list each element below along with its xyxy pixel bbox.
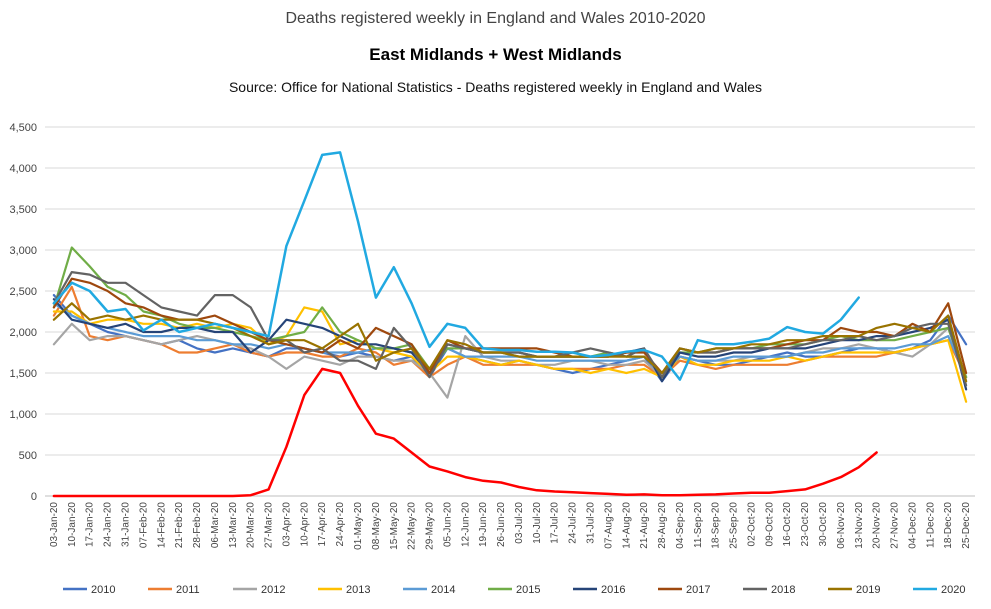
x-tick-label: 24-Jan-20 [103,502,114,547]
x-tick-label: 17-Apr-20 [317,502,328,547]
x-tick-label: 22-May-20 [407,502,418,550]
x-axis-ticks: 03-Jan-20 10-Jan-20 17-Jan-20 24-Jan-20 31-J… [49,502,972,550]
y-tick-label: 2,000 [9,327,37,339]
legend-label: 2014 [431,584,455,596]
x-tick-label: 19-Jun-20 [478,502,489,547]
legend-label: 2011 [176,584,200,596]
series-line-2020 [52,151,860,381]
x-tick-label: 31-Jul-20 [585,502,596,544]
x-tick-label: 12-Jun-20 [460,502,471,547]
x-tick-label: 17-Jul-20 [550,502,561,544]
legend-label: 2020 [941,584,965,596]
x-tick-label: 30-Oct-20 [818,502,829,547]
y-tick-label: 0 [31,491,37,503]
y-axis-ticks: 0 500 1,000 1,500 2,000 2,500 3,000 3,500 4,000 4… [9,122,37,503]
series-line-2016 [52,298,968,391]
x-tick-label: 31-Jan-20 [120,502,131,547]
x-tick-label: 14-Feb-20 [156,502,167,549]
series-line-2014 [52,302,968,379]
chart-title: Deaths registered weekly in England and … [285,10,706,27]
x-tick-label: 20-Mar-20 [246,502,257,549]
legend-label: 2018 [771,584,795,596]
x-tick-label: 07-Aug-20 [603,502,614,549]
x-tick-label: 10-Jan-20 [67,502,78,547]
y-tick-label: 2,500 [9,286,37,298]
x-tick-label: 27-Mar-20 [264,502,275,549]
x-tick-label: 28-Aug-20 [657,502,668,549]
x-tick-label: 27-Nov-20 [890,502,901,549]
x-tick-label: 21-Feb-20 [174,502,185,549]
x-tick-label: 01-May-20 [353,502,364,550]
x-tick-label: 24-Jul-20 [568,502,579,544]
x-tick-label: 13-Mar-20 [228,502,239,549]
x-tick-label: 29-May-20 [425,502,436,550]
x-tick-label: 10-Jul-20 [532,502,543,544]
x-tick-label: 07-Feb-20 [138,502,149,549]
legend-label: 2017 [686,584,710,596]
x-tick-label: 04-Dec-20 [907,502,918,549]
x-tick-label: 18-Sep-20 [711,502,722,549]
x-tick-label: 03-Jul-20 [514,502,525,544]
legend-label: 2015 [516,584,540,596]
legend-label: 2013 [346,584,370,596]
x-tick-label: 13-Nov-20 [854,502,865,549]
x-tick-label: 11-Dec-20 [925,502,936,548]
x-tick-label: 03-Jan-20 [49,502,60,547]
grid-lines [45,126,975,497]
y-tick-label: 3,500 [9,204,37,216]
x-tick-label: 10-Apr-20 [299,502,310,547]
legend-label: 2012 [261,584,285,596]
x-tick-label: 25-Sep-20 [729,502,740,549]
x-tick-label: 06-Nov-20 [836,502,847,549]
x-tick-label: 23-Oct-20 [800,502,811,547]
y-tick-label: 4,500 [9,122,37,134]
x-tick-label: 08-May-20 [371,502,382,550]
x-tick-label: 06-Mar-20 [210,502,221,549]
y-tick-label: 1,500 [9,368,37,380]
x-tick-label: 03-Apr-20 [281,502,292,547]
x-tick-label: 11-Sep-20 [693,502,704,548]
x-tick-label: 24-Apr-20 [335,502,346,547]
legend-label: 2019 [856,584,880,596]
series-line-2019 [52,302,968,383]
chart-source: Source: Office for National Statistics -… [228,79,763,95]
x-tick-label: 04-Sep-20 [675,502,686,549]
x-tick-label: 02-Oct-20 [746,502,757,547]
y-tick-label: 3,000 [9,245,37,257]
x-tick-label: 14-Aug-20 [621,502,632,549]
x-tick-label: 26-Jun-20 [496,502,507,547]
legend: 2010 2011 2012 2013 2014 2015 2016 2017 2018 2019… [63,584,965,596]
x-tick-label: 18-Dec-20 [943,502,954,549]
series-line-2018 [52,271,968,387]
x-tick-label: 21-Aug-20 [639,502,650,549]
x-tick-label: 16-Oct-20 [782,502,793,547]
series-line-covid-19-mentioned [52,367,878,498]
x-tick-label: 20-Nov-20 [872,502,883,549]
series-line-2017 [52,277,968,375]
legend-label: 2010 [91,584,115,596]
chart-subtitle: East Midlands + West Midlands [369,45,622,64]
x-tick-label: 09-Oct-20 [764,502,775,547]
legend-label: 2016 [601,584,625,596]
y-tick-label: 500 [19,450,37,462]
y-tick-label: 1,000 [9,409,37,421]
series-lines [52,151,968,498]
x-tick-label: 28-Feb-20 [192,502,203,549]
x-tick-label: 25-Dec-20 [961,502,972,549]
y-tick-label: 4,000 [9,163,37,175]
x-tick-label: 05-Jun-20 [442,502,453,547]
series-line-2012 [52,322,968,399]
x-tick-label: 17-Jan-20 [85,502,96,547]
x-tick-label: 15-May-20 [389,502,400,550]
